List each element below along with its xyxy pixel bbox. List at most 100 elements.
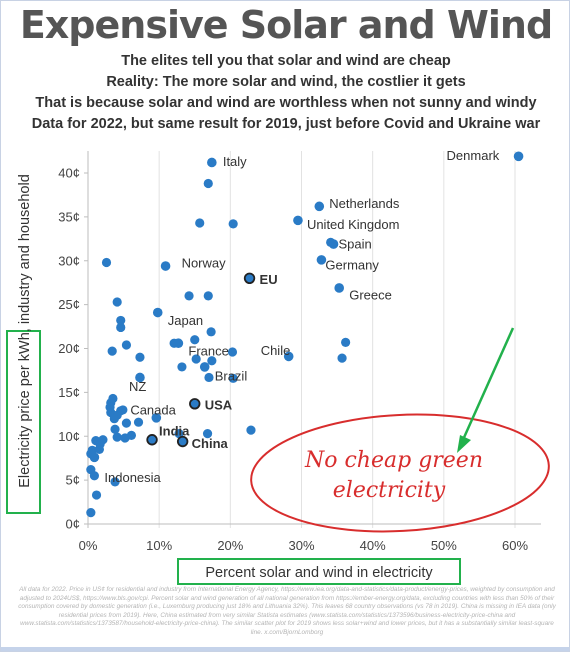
x-tick-label: 60% [502,538,528,553]
data-point [206,327,216,337]
point-label-indonesia: Indonesia [104,470,161,485]
data-point-eu [243,272,256,285]
x-tick-label: 40% [360,538,386,553]
data-point [91,490,102,500]
x-tick-label: 50% [431,538,457,553]
y-axis-title: Electricity price per kWh, industry and … [17,174,33,488]
point-label-denmark: Denmark [447,148,500,163]
data-point [246,425,256,435]
data-point [118,405,128,415]
data-point [202,429,213,439]
data-point-brazil [199,362,210,372]
data-point-japan [152,307,163,318]
annotation: No cheap green electricity [250,327,550,533]
point-label-chile: Chile [261,343,291,358]
data-point [109,414,119,424]
data-point-france [173,338,184,349]
data-point-germany [316,255,327,265]
point-label-netherlands: Netherlands [329,196,400,211]
point-label-india: India [159,423,190,438]
y-axis-title-box [6,330,41,514]
x-tick-label: 0% [79,538,98,553]
y-tick-label: 40¢ [58,166,80,181]
annotation-text-line2: electricity [333,478,446,503]
data-point [112,432,122,442]
data-point [203,291,213,301]
data-point [110,477,120,487]
data-point [135,352,145,362]
data-point-india [146,434,158,446]
point-label-china: China [192,436,229,451]
data-point [89,471,100,481]
data-point [337,353,347,363]
subtitle-line-1: The elites tell you that solar and wind … [121,53,451,69]
data-point-greece [334,283,345,293]
data-point [177,362,187,372]
data-point-canada [151,413,162,423]
x-tick-label: 20% [217,538,243,553]
y-tick-label: 0¢ [66,517,80,532]
x-axis-title: Percent solar and wind in electricity [205,565,433,581]
data-point [204,372,214,383]
data-point [121,418,132,428]
point-label-japan: Japan [168,313,203,328]
data-point [101,257,112,268]
axis-titles: Percent solar and wind in electricity El… [6,174,461,585]
data-point-usa [189,398,201,410]
point-label-greece: Greece [349,287,392,302]
y-tick-label: 5¢ [66,473,80,488]
y-tick-label: 30¢ [58,253,80,268]
green-arrow-shaft [460,327,515,443]
data-point-united-kingdom [293,215,303,226]
data-point [191,354,201,364]
data-point-netherlands [314,201,325,212]
subtitle-line-3: That is because solar and wind are worth… [35,95,537,111]
point-label-norway: Norway [182,256,227,271]
x-tick-label: 10% [146,538,172,553]
data-point [110,424,120,434]
point-label-canada: Canada [130,402,176,417]
data-point [116,315,126,326]
data-point [184,291,194,301]
green-arrow-head [457,435,471,453]
data-point [121,340,132,350]
data-point [227,347,238,357]
point-label-nz: NZ [129,379,146,394]
red-ellipse [250,413,550,533]
tick-labels: 0¢ 5¢ 10¢ 15¢ 20¢ 25¢ 30¢ 35¢ 40¢ 0% 10% 20% 30% 40% 5… [58,166,528,554]
data-point [112,297,122,307]
point-label-france: France [188,344,228,359]
data-point [108,393,118,404]
data-point [116,322,126,333]
gridlines [158,151,516,528]
data-points [86,151,524,518]
point-label-germany: Germany [325,257,379,272]
point-label-united-kingdom: United Kingdom [307,217,400,232]
point-label-eu: EU [260,272,278,287]
data-point [174,429,184,439]
data-point [195,218,205,228]
data-point [228,373,238,383]
annotation-text-line1: No cheap green [304,448,483,473]
data-point [120,433,130,443]
data-point [203,178,213,189]
data-point [190,335,200,345]
data-point-chile [283,351,294,362]
y-tick-label: 35¢ [58,209,80,224]
data-point-norway [160,261,171,271]
data-point [94,444,104,455]
x-tick-label: 30% [288,538,314,553]
data-point-nz [135,372,145,383]
footnote: All data for 2022. Price in US¢ for resi… [18,586,556,636]
data-point [107,346,117,356]
point-labels: Denmark Italy Netherlands United Kingdom Spa… [104,148,499,485]
data-point [86,507,96,518]
data-point [133,417,144,427]
data-point [341,337,351,347]
data-point-denmark [513,151,524,162]
data-point-indonesia [89,452,100,463]
point-label-italy: Italy [223,154,247,169]
y-tick-label: 20¢ [58,341,80,356]
